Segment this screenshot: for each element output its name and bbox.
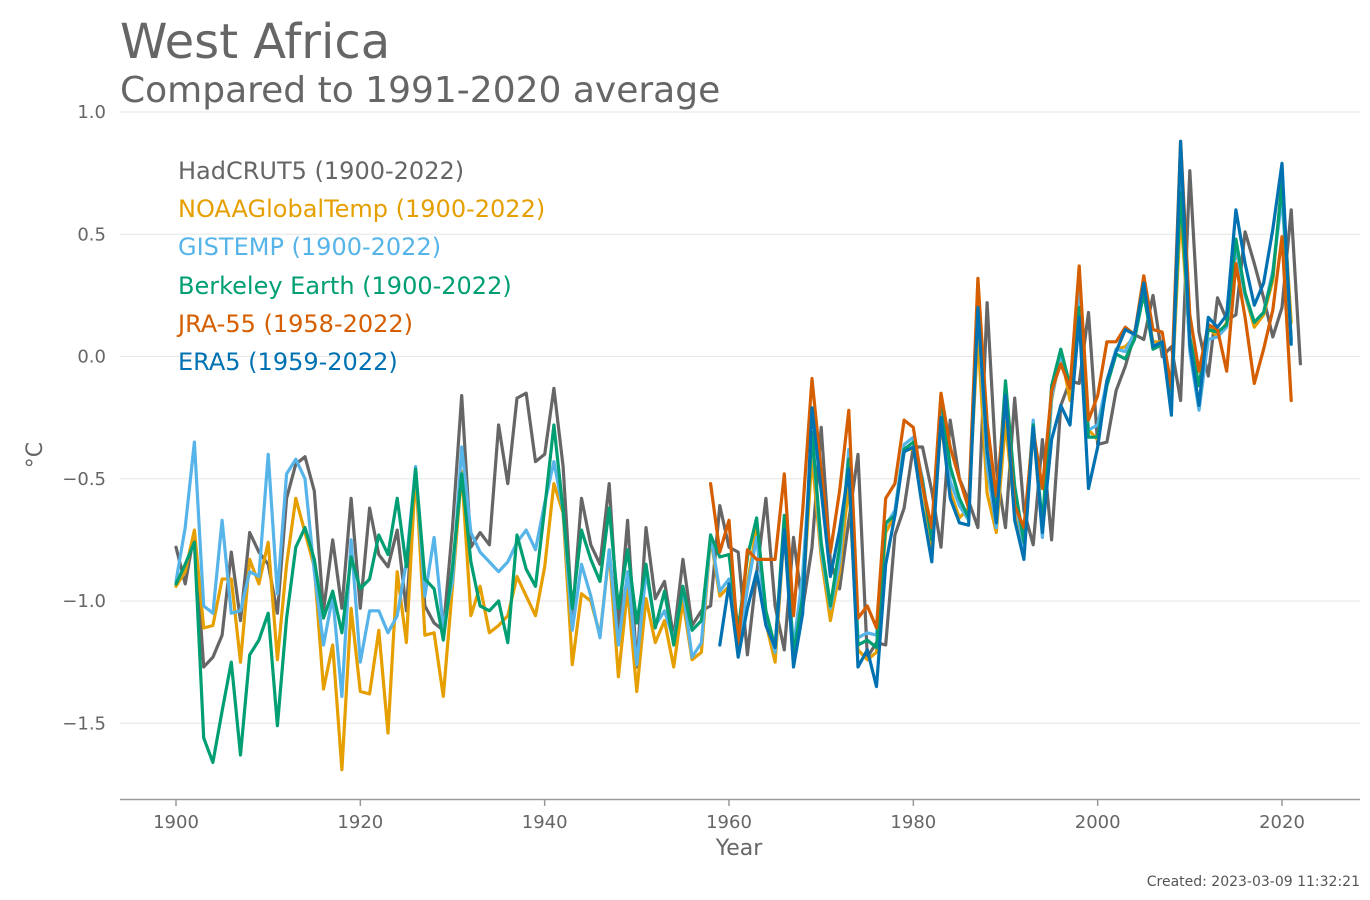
gridlines (120, 111, 1360, 724)
legend-item-jra55: JRA-55 (1958-2022) (178, 309, 414, 338)
legend-item-berkeley-earth: Berkeley Earth (1900-2022) (178, 271, 512, 300)
series-line-5 (718, 139, 1293, 689)
y-tick-label: −0.5 (62, 469, 106, 490)
legend-item-hadcrut5: HadCRUT5 (1900-2022) (178, 157, 465, 185)
chart-subtitle: Compared to 1991-2020 average (120, 70, 721, 111)
chart-title: West Africa (120, 14, 391, 70)
series-lines (174, 139, 1303, 772)
series-line-0 (174, 169, 1303, 669)
x-tick-label: 1960 (706, 812, 752, 833)
x-tick-label: 1940 (522, 812, 568, 833)
x-tick-label: 1980 (890, 812, 936, 833)
x-tick-label: 1900 (153, 812, 199, 833)
created-timestamp: Created: 2023-03-09 11:32:21 (1146, 874, 1360, 890)
x-tick-label: 2000 (1075, 812, 1121, 833)
series-line-4 (708, 139, 1293, 647)
legend-item-noaaglobaltemp: NOAAGlobalTemp (1900-2022) (178, 195, 546, 224)
x-tick-label: 2020 (1259, 812, 1305, 833)
y-tick-label: −1.0 (62, 591, 106, 612)
x-axis-label: Year (715, 836, 764, 861)
y-axis-label: °C (23, 442, 48, 468)
y-axis: 1.0 0.5 0.0 −0.5 −1.0 −1.5 (62, 102, 106, 734)
y-tick-label: 0.0 (77, 347, 106, 368)
legend-item-gistemp: GISTEMP (1900-2022) (178, 233, 442, 262)
legend-item-era5: ERA5 (1959-2022) (178, 347, 398, 376)
x-tick-label: 1920 (337, 812, 383, 833)
y-tick-label: 0.5 (77, 224, 106, 245)
x-axis: 1900 1920 1940 1960 1980 2000 2020 (120, 798, 1360, 833)
legend: HadCRUT5 (1900-2022) NOAAGlobalTemp (190… (178, 154, 545, 383)
y-tick-label: 1.0 (77, 102, 106, 123)
y-tick-label: −1.5 (62, 713, 106, 734)
